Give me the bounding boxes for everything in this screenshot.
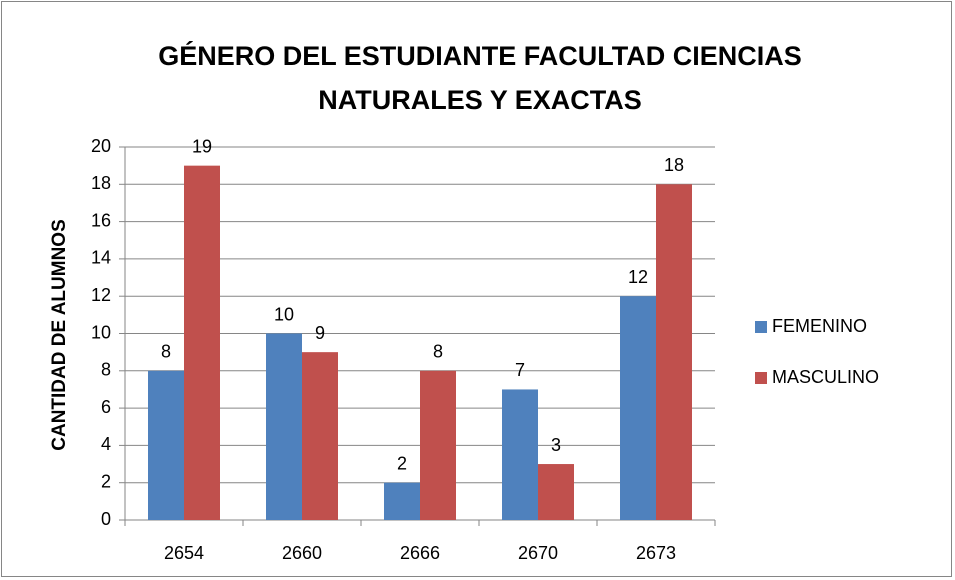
data-label: 9 (315, 323, 325, 343)
bar (148, 370, 184, 520)
y-axis-label: CANTIDAD DE ALUMNOS (49, 219, 70, 451)
data-label: 12 (628, 267, 648, 287)
bar (384, 482, 420, 520)
legend-label: FEMENINO (772, 316, 867, 336)
x-tick-label: 2670 (518, 543, 558, 563)
data-label: 3 (551, 435, 561, 455)
chart-title: GÉNERO DEL ESTUDIANTE FACULTAD CIENCIAS … (158, 41, 802, 115)
y-tick-label: 8 (101, 360, 111, 380)
y-tick-label: 16 (91, 210, 111, 230)
y-tick-label: 18 (91, 173, 111, 193)
x-tick-label: 2660 (282, 543, 322, 563)
y-tick-label: 0 (101, 509, 111, 529)
x-tick-label: 2673 (636, 543, 676, 563)
bar (266, 333, 302, 520)
y-tick-label: 2 (101, 471, 111, 491)
bar (302, 352, 338, 520)
legend-label: MASCULINO (772, 367, 879, 387)
y-tick-label: 14 (91, 248, 111, 268)
bar (502, 389, 538, 520)
bar (620, 296, 656, 520)
y-tick-label: 6 (101, 397, 111, 417)
legend-swatch (755, 321, 767, 333)
data-label: 19 (192, 136, 212, 156)
y-tick-label: 10 (91, 322, 111, 342)
bar (656, 184, 692, 521)
data-label: 10 (274, 304, 294, 324)
data-label: 2 (397, 453, 407, 473)
bar (420, 370, 456, 520)
x-tick-label: 2666 (400, 543, 440, 563)
y-tick-label: 4 (101, 434, 111, 454)
bar (184, 165, 220, 520)
y-tick-label: 12 (91, 285, 111, 305)
bar (538, 464, 574, 520)
data-label: 7 (515, 360, 525, 380)
y-tick-label: 20 (91, 136, 111, 156)
data-label: 8 (161, 342, 171, 362)
x-tick-label: 2654 (164, 543, 204, 563)
data-label: 8 (433, 342, 443, 362)
data-label: 18 (664, 155, 684, 175)
legend-swatch (755, 372, 767, 384)
